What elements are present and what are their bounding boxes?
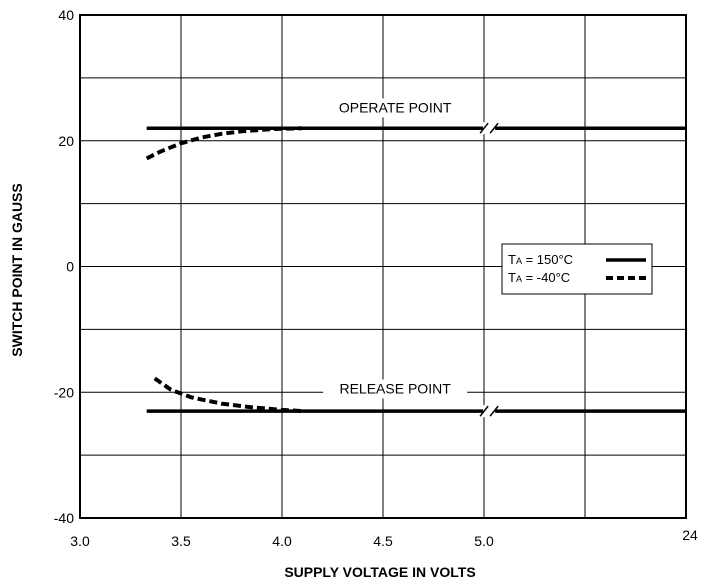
- x-tick-label: 24: [682, 527, 698, 543]
- y-tick-label: -20: [54, 384, 74, 400]
- legend-label: TA = -40°C: [508, 270, 570, 285]
- x-tick-label: 3.0: [70, 533, 90, 549]
- axis-break-mark: [489, 122, 499, 134]
- series-line-release-m40: [153, 376, 303, 414]
- x-tick-labels: 3.0 3.5 4.0 4.5 5.0 24: [70, 527, 698, 549]
- axis-break-mark: [479, 122, 489, 134]
- x-tick-label: 3.5: [171, 533, 191, 549]
- legend: TA = 150°C TA = -40°C: [501, 243, 653, 295]
- annotations: OPERATE POINT RELEASE POINT: [323, 98, 499, 418]
- x-tick-label: 5.0: [474, 533, 494, 549]
- axis-break-mark: [479, 405, 489, 417]
- y-tick-labels: 40 20 0 -20 -40: [54, 7, 74, 526]
- annotation-label: OPERATE POINT: [339, 99, 452, 115]
- y-tick-label: 20: [58, 133, 74, 149]
- series-line-operate-m40: [145, 126, 303, 161]
- annotation-background: [323, 379, 468, 399]
- legend-label: TA = 150°C: [508, 252, 573, 267]
- y-tick-label: 0: [66, 259, 74, 275]
- annotation-background: [323, 98, 468, 118]
- annotation-label: RELEASE POINT: [339, 381, 451, 397]
- series-lines: [145, 126, 686, 414]
- axis-break-mark: [489, 405, 499, 417]
- x-tick-label: 4.0: [272, 533, 292, 549]
- y-tick-label: -40: [54, 510, 74, 526]
- x-axis-title: SUPPLY VOLTAGE IN VOLTS: [284, 564, 475, 580]
- plot-frame: [79, 14, 687, 519]
- legend-box: [501, 243, 653, 295]
- x-tick-label: 4.5: [373, 533, 393, 549]
- y-tick-label: 40: [58, 7, 74, 23]
- y-axis-title: SWITCH POINT IN GAUSS: [9, 183, 25, 356]
